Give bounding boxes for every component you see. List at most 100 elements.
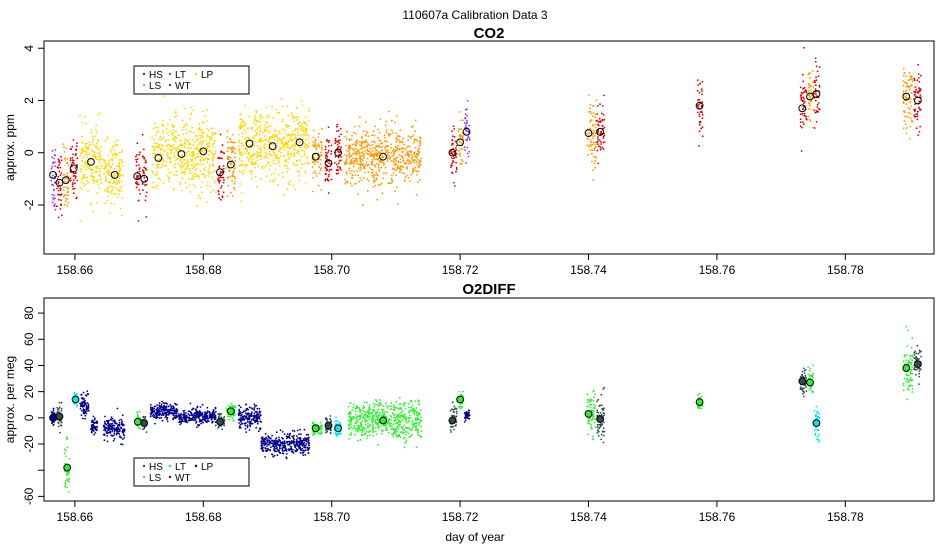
data-point	[86, 156, 89, 159]
data-point	[363, 152, 365, 155]
data-point	[241, 135, 244, 138]
data-point	[268, 137, 271, 140]
data-point	[383, 134, 386, 137]
data-point	[115, 422, 118, 425]
data-point	[255, 112, 258, 114]
data-point	[213, 132, 216, 135]
data-point	[409, 180, 411, 182]
data-point	[293, 142, 296, 145]
data-point	[221, 196, 224, 199]
data-point	[180, 144, 183, 147]
data-point	[348, 167, 351, 170]
data-point	[307, 162, 310, 165]
data-point	[396, 135, 399, 137]
data-point	[121, 430, 124, 433]
data-point	[397, 160, 400, 163]
data-point	[173, 173, 176, 176]
data-point	[253, 134, 256, 137]
data-point	[392, 172, 395, 174]
data-point	[416, 173, 418, 176]
data-point	[303, 142, 306, 145]
data-point	[351, 134, 353, 137]
data-point	[64, 450, 67, 452]
data-point	[255, 123, 257, 126]
data-point	[67, 491, 70, 493]
data-point	[600, 140, 602, 143]
data-point	[375, 171, 378, 174]
data-point	[137, 220, 140, 222]
data-point	[276, 153, 279, 156]
data-point	[103, 420, 106, 423]
legend-label: LP	[201, 70, 214, 81]
data-point	[246, 420, 249, 423]
data-point	[354, 157, 357, 160]
data-point	[179, 160, 182, 163]
data-point	[803, 114, 806, 117]
data-point	[330, 168, 333, 171]
data-point	[96, 181, 98, 183]
data-point	[73, 392, 76, 394]
data-point	[312, 422, 315, 425]
data-point	[375, 152, 378, 154]
data-point	[371, 158, 374, 161]
data-point	[803, 100, 806, 103]
data-point	[296, 127, 299, 130]
data-point	[272, 445, 274, 448]
data-point	[122, 174, 124, 177]
data-point	[816, 70, 819, 73]
data-point	[272, 439, 274, 442]
data-point	[76, 164, 78, 166]
data-point	[174, 135, 177, 138]
data-point	[87, 145, 90, 148]
data-point	[377, 150, 380, 153]
data-point	[588, 107, 591, 110]
data-point	[304, 127, 307, 130]
data-point	[84, 160, 87, 163]
data-point	[97, 148, 100, 151]
data-point	[283, 155, 286, 157]
data-point	[254, 411, 257, 413]
data-point	[91, 167, 94, 170]
data-point	[258, 407, 261, 410]
data-point	[276, 142, 279, 145]
data-point	[319, 155, 322, 157]
data-point	[215, 150, 217, 152]
data-point	[330, 144, 333, 147]
data-point	[414, 146, 417, 149]
data-point	[113, 430, 116, 433]
data-point	[199, 197, 202, 200]
data-point	[415, 138, 418, 141]
data-point	[312, 161, 314, 164]
data-point	[594, 132, 597, 135]
data-point	[281, 172, 284, 174]
data-point	[813, 79, 816, 82]
data-point	[234, 152, 237, 155]
data-point	[347, 154, 349, 157]
data-point	[212, 409, 215, 411]
data-point	[351, 177, 354, 180]
data-point	[167, 154, 169, 156]
data-point	[260, 444, 263, 447]
data-point	[261, 450, 264, 452]
data-point	[194, 186, 197, 188]
data-point	[272, 171, 275, 174]
data-point	[105, 177, 107, 180]
data-point	[182, 420, 185, 423]
data-point	[361, 147, 364, 150]
data-point	[159, 406, 162, 408]
data-point	[83, 175, 86, 178]
data-point	[304, 162, 306, 165]
data-point	[162, 414, 165, 416]
data-point	[113, 434, 115, 437]
data-point	[231, 417, 234, 420]
data-point	[399, 165, 402, 168]
data-point	[204, 166, 207, 169]
data-point	[337, 150, 340, 153]
data-point	[282, 446, 284, 449]
data-point	[319, 431, 321, 434]
data-point	[191, 419, 193, 421]
data-point	[291, 429, 294, 432]
data-point	[80, 414, 83, 416]
data-point	[802, 102, 805, 105]
data-point	[182, 414, 185, 416]
